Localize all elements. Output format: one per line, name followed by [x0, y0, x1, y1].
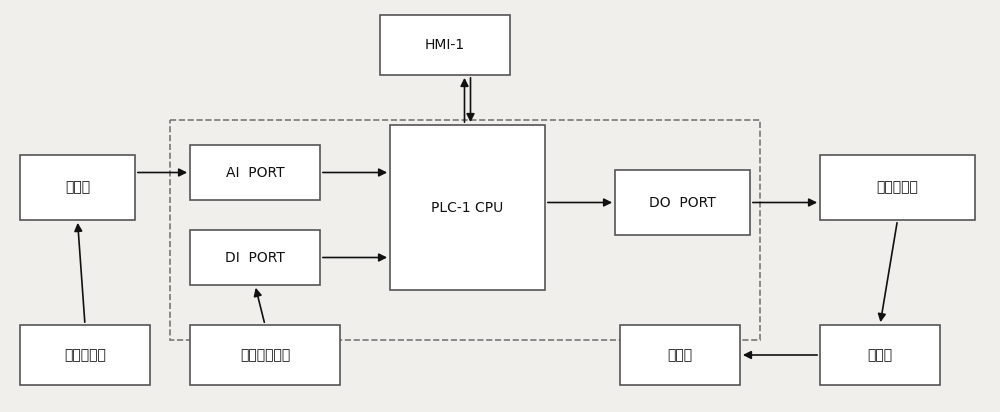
- Text: 中间继电器: 中间继电器: [877, 180, 918, 194]
- Bar: [620, 325, 740, 385]
- Text: AI  PORT: AI PORT: [226, 166, 284, 180]
- Bar: [615, 170, 750, 235]
- Text: DO  PORT: DO PORT: [649, 196, 716, 209]
- Bar: [190, 230, 320, 285]
- Text: PLC-1 CPU: PLC-1 CPU: [431, 201, 504, 215]
- Bar: [170, 120, 760, 340]
- Text: 接触器: 接触器: [867, 348, 893, 362]
- Text: 液位变送器: 液位变送器: [64, 348, 106, 362]
- Bar: [820, 325, 940, 385]
- Bar: [190, 325, 340, 385]
- Text: DI  PORT: DI PORT: [225, 250, 285, 265]
- Bar: [20, 325, 150, 385]
- Bar: [190, 145, 320, 200]
- Text: HMI-1: HMI-1: [425, 38, 465, 52]
- Text: 泵电机: 泵电机: [667, 348, 693, 362]
- Bar: [20, 155, 135, 220]
- Text: 配电器: 配电器: [65, 180, 90, 194]
- Bar: [820, 155, 975, 220]
- Bar: [380, 15, 510, 75]
- Bar: [390, 125, 545, 290]
- Text: 现场手动按钮: 现场手动按钮: [240, 348, 290, 362]
